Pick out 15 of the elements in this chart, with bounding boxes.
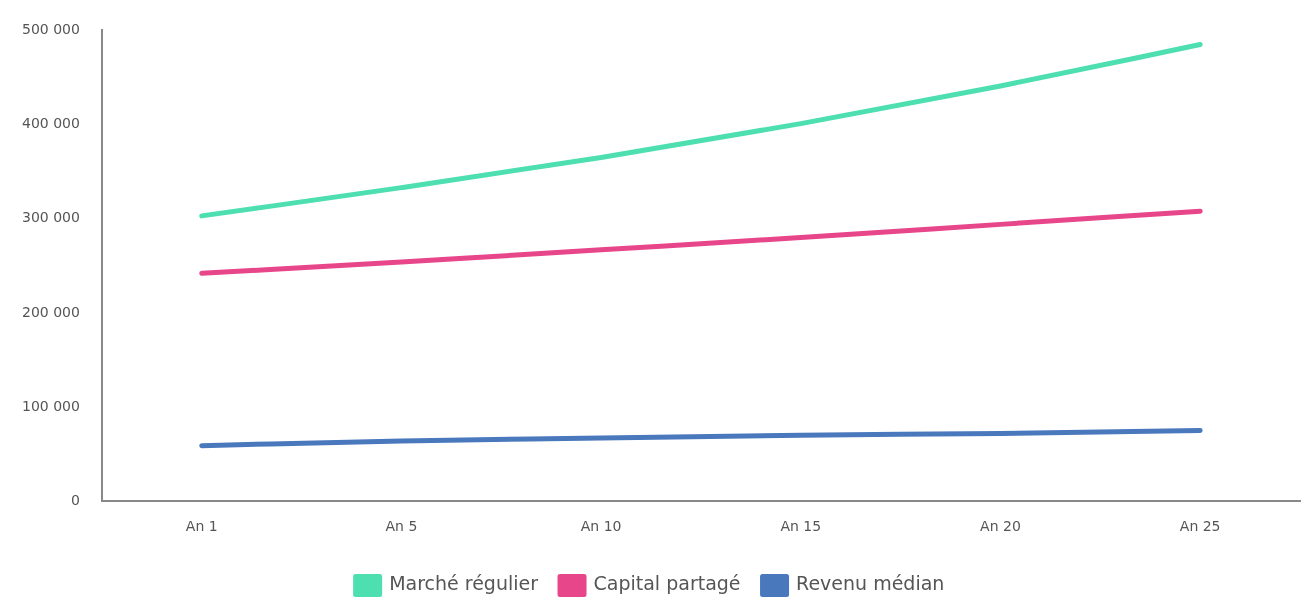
x-tick-label: An 20 [980,518,1021,535]
y-tick-label: 200 000 [21,303,80,320]
legend-label: Capital partagé [593,572,741,595]
y-tick-label: 400 000 [21,115,80,132]
x-tick-label: An 25 [1179,518,1221,535]
x-tick-label: An 10 [580,518,622,535]
y-tick-label: 300 000 [21,209,80,226]
x-tick-label: An 5 [385,518,418,535]
x-tick-label: An 1 [185,518,218,535]
legend-label: Marché régulier [389,572,539,595]
y-tick-label: 100 000 [21,397,80,414]
y-tick-label: 500 000 [21,21,80,38]
legend-label: Revenu médian [796,572,945,595]
y-tick-label: 0 [70,491,80,508]
x-tick-label: An 15 [780,518,822,535]
